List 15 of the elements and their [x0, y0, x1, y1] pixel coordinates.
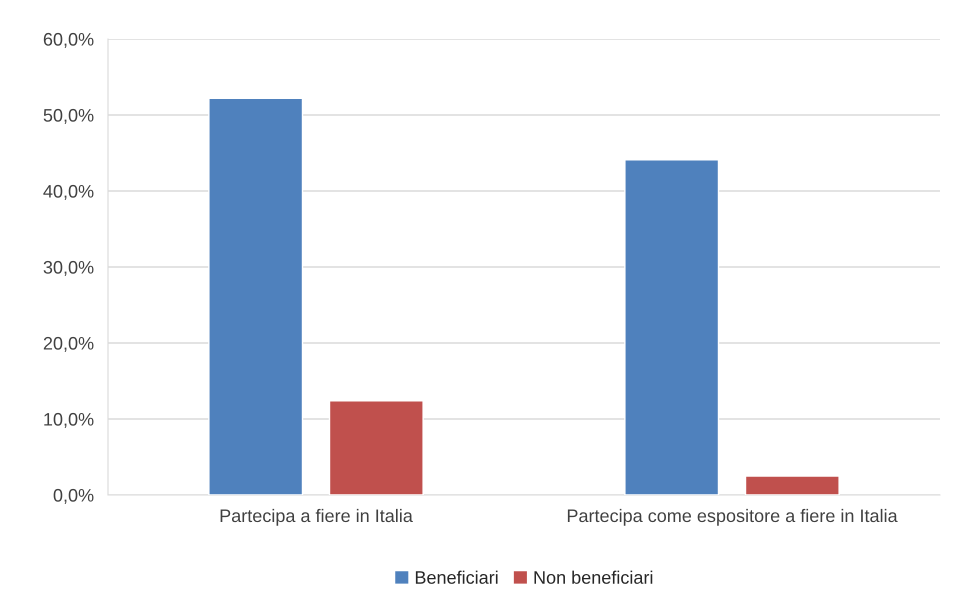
legend-label: Non beneficiari: [534, 570, 652, 584]
legend-label: Beneficiari: [416, 570, 498, 584]
y-tick-label: 50,0%: [44, 108, 94, 124]
y-tick-label: 0,0%: [54, 488, 94, 504]
y-tick-label: 60,0%: [44, 32, 94, 48]
y-tick-label: 40,0%: [43, 184, 94, 200]
y-tick-label: 30,0%: [44, 260, 94, 276]
x-tick-label: Partecipa a fiere in Italia: [220, 508, 413, 526]
y-tick-label: 10,0%: [44, 412, 94, 428]
bar: [624, 159, 720, 495]
x-tick-label: Partecipa come espositore a fiere in Italia: [568, 508, 898, 526]
bar: [744, 475, 840, 495]
bar: [208, 98, 304, 495]
y-tick-label: 20,0%: [44, 336, 94, 352]
bar: [328, 400, 424, 495]
